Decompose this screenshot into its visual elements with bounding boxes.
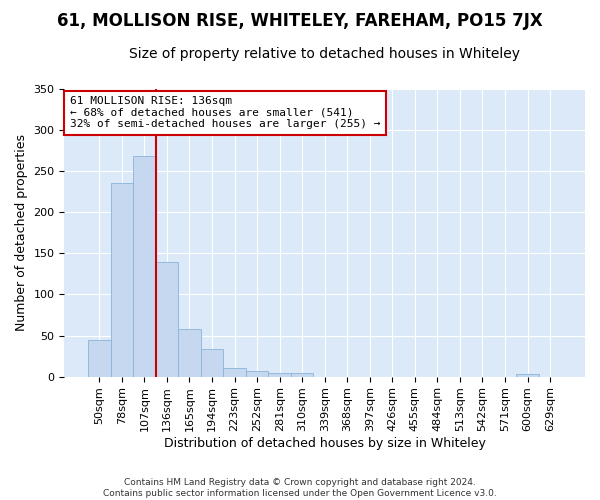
Bar <box>133 156 155 376</box>
Y-axis label: Number of detached properties: Number of detached properties <box>15 134 28 332</box>
Bar <box>291 374 313 376</box>
Bar <box>178 329 201 376</box>
X-axis label: Distribution of detached houses by size in Whiteley: Distribution of detached houses by size … <box>164 437 485 450</box>
Title: Size of property relative to detached houses in Whiteley: Size of property relative to detached ho… <box>129 48 520 62</box>
Text: 61, MOLLISON RISE, WHITELEY, FAREHAM, PO15 7JX: 61, MOLLISON RISE, WHITELEY, FAREHAM, PO… <box>57 12 543 30</box>
Bar <box>268 374 291 376</box>
Bar <box>516 374 539 376</box>
Bar <box>88 340 110 376</box>
Bar <box>246 371 268 376</box>
Text: 61 MOLLISON RISE: 136sqm
← 68% of detached houses are smaller (541)
32% of semi-: 61 MOLLISON RISE: 136sqm ← 68% of detach… <box>70 96 380 130</box>
Bar <box>110 182 133 376</box>
Text: Contains HM Land Registry data © Crown copyright and database right 2024.
Contai: Contains HM Land Registry data © Crown c… <box>103 478 497 498</box>
Bar <box>223 368 246 376</box>
Bar <box>201 350 223 376</box>
Bar <box>155 262 178 376</box>
